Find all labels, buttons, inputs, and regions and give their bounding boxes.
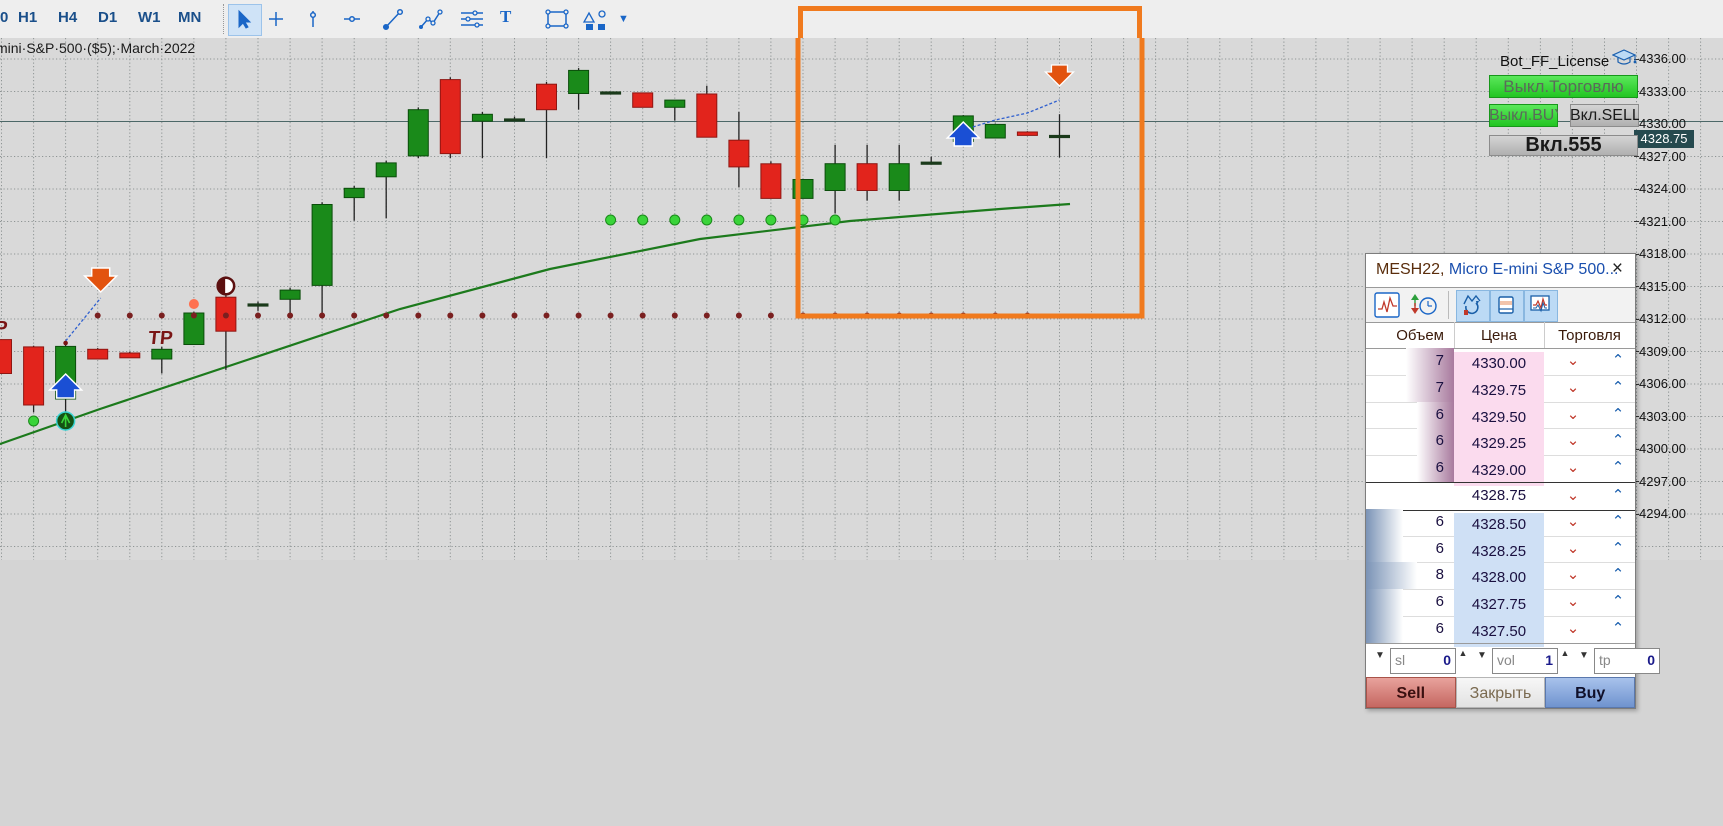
svg-text:TP: TP: [0, 318, 9, 339]
svg-text:TP: TP: [147, 328, 174, 349]
